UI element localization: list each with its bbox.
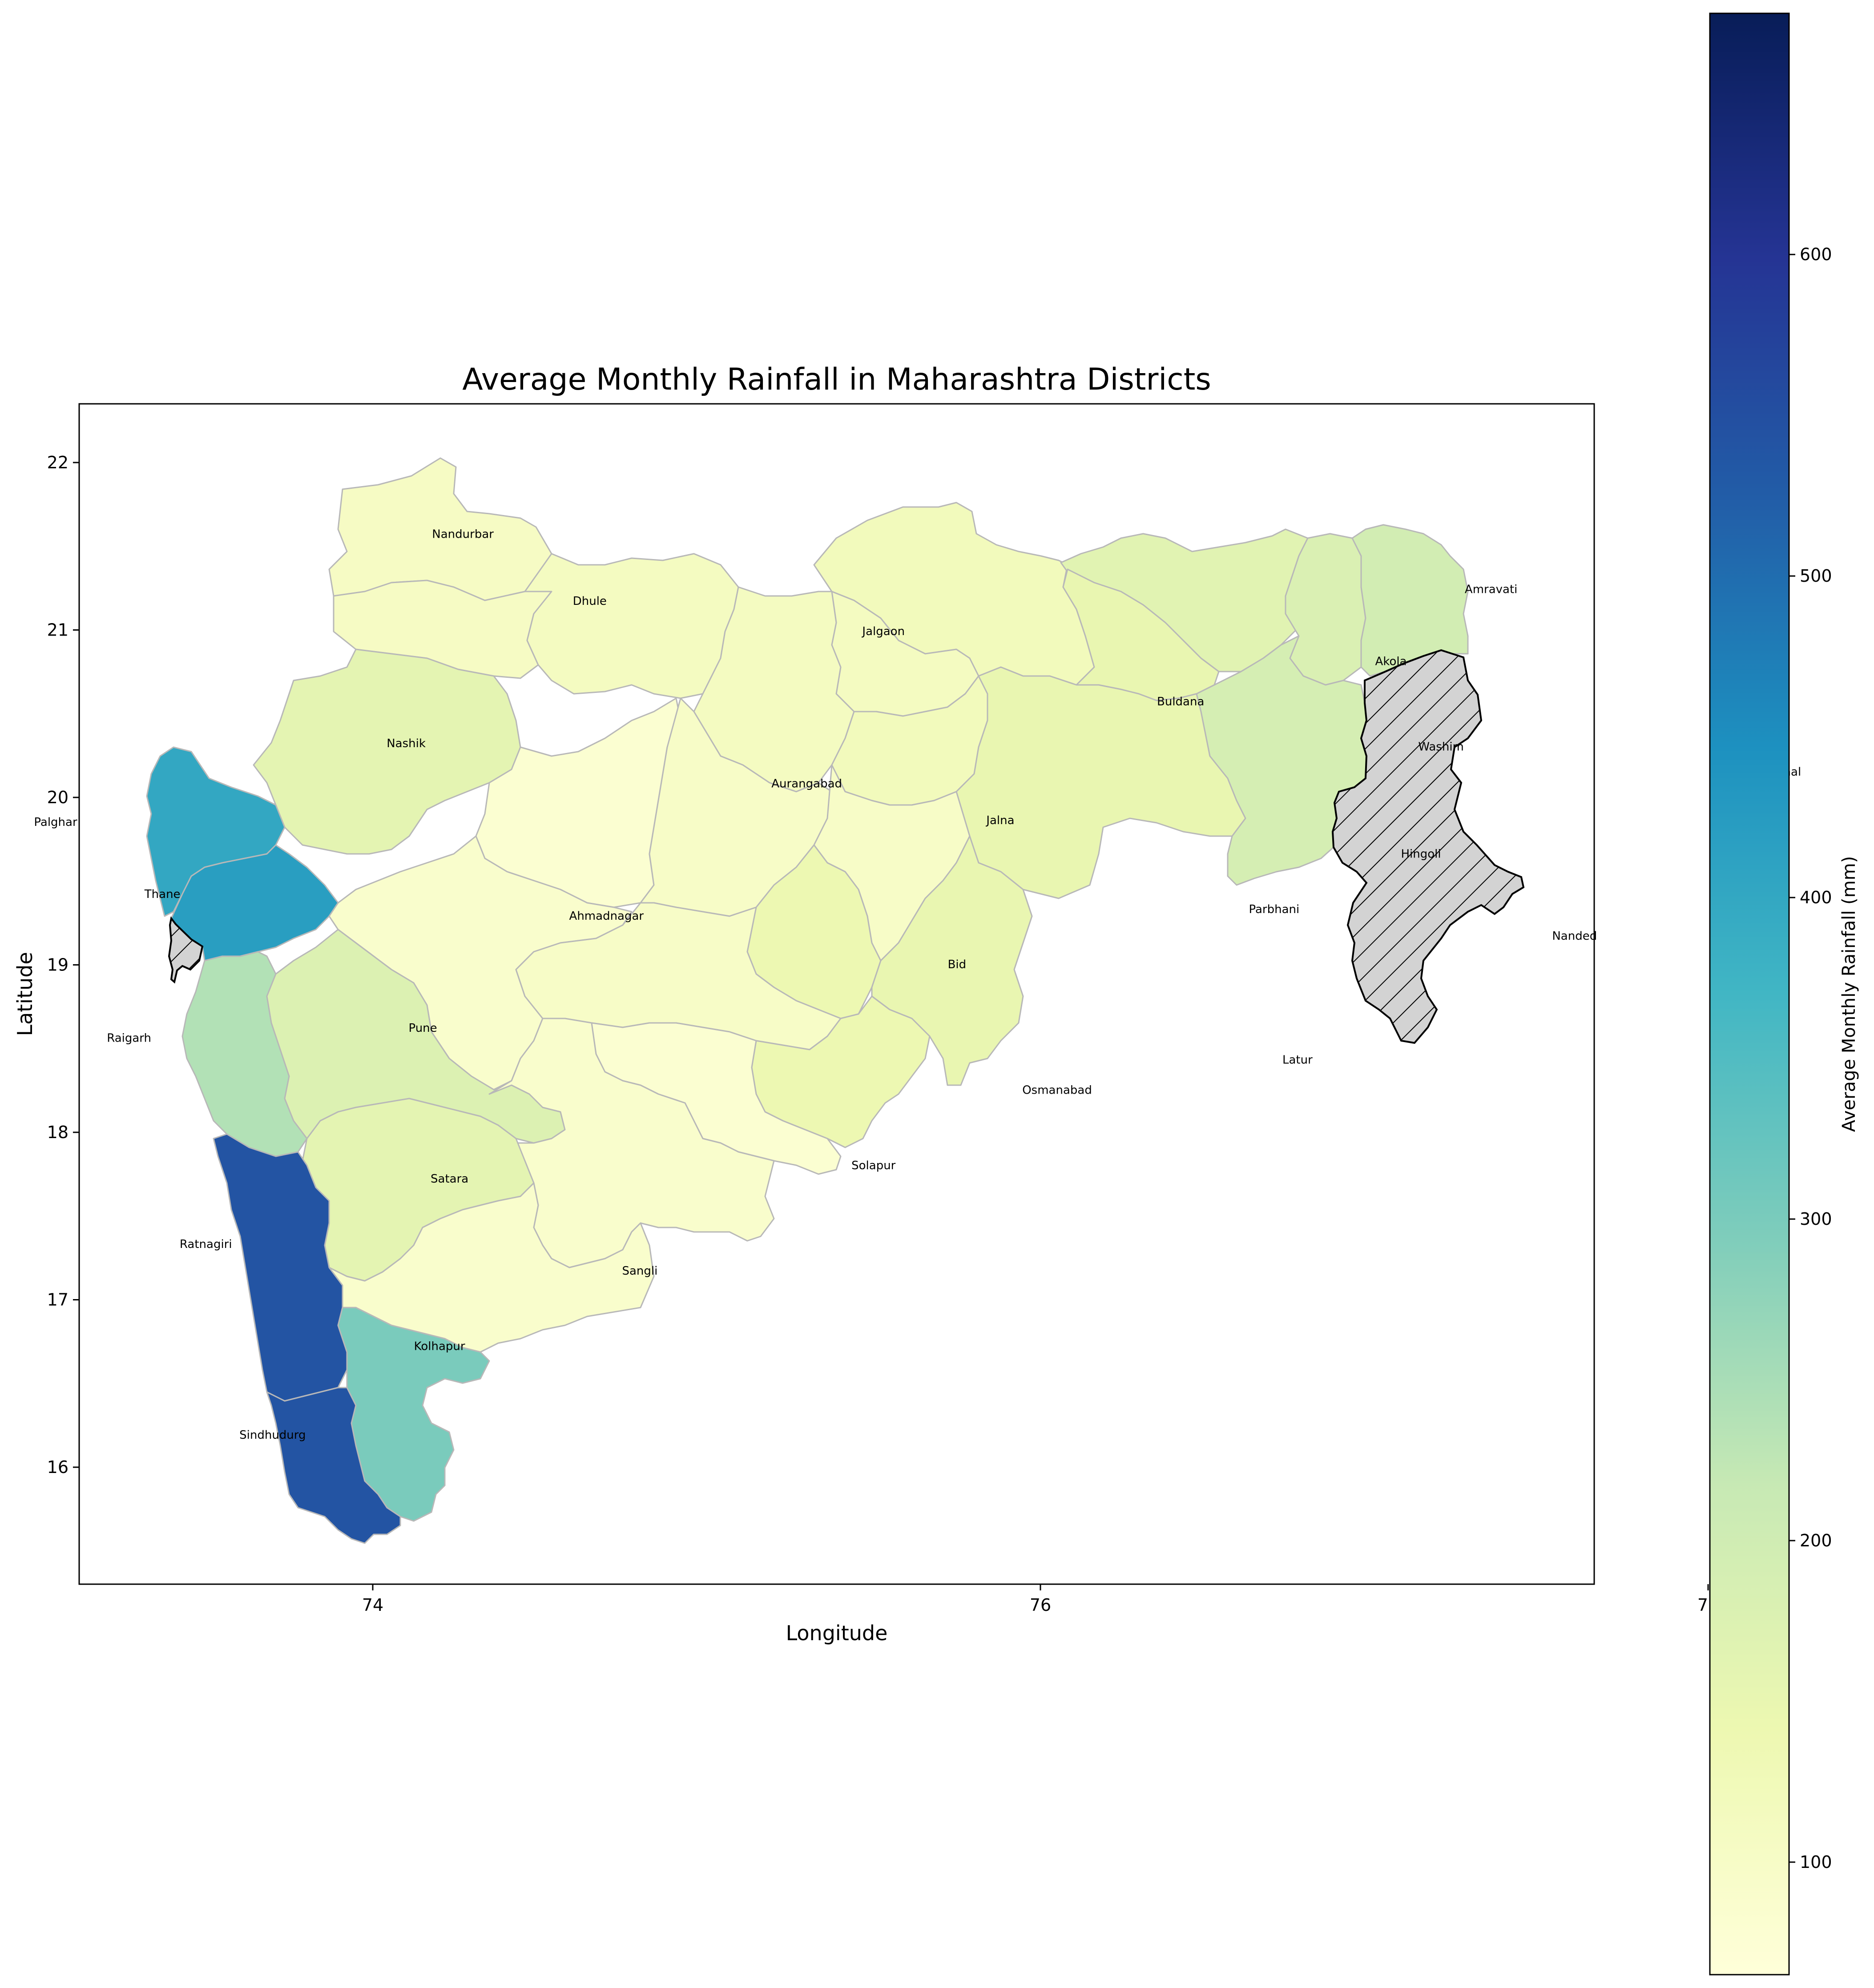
colorbar-tick-label: 200	[1800, 1531, 1832, 1550]
district-label-aurangabad: Aurangabad	[771, 777, 842, 790]
y-tick-label: 17	[47, 1290, 69, 1310]
colorbar-ticks: 100 200 300 400 500 600	[1789, 245, 1832, 1872]
colorbar-tick-label: 100	[1800, 1852, 1832, 1872]
x-tick-label: 74	[362, 1595, 383, 1615]
y-tick-label: 21	[47, 620, 69, 640]
district-label-bid: Bid	[948, 958, 967, 971]
colorbar-label: Average Monthly Rainfall (mm)	[1839, 856, 1859, 1132]
district-region-sindhudurg	[266, 1387, 401, 1544]
district-label-jalna: Jalna	[985, 814, 1014, 827]
x-axis-label: Longitude	[786, 1621, 888, 1645]
colorbar	[1709, 12, 1790, 1976]
district-label-nandurbar: Nandurbar	[432, 527, 494, 541]
y-tick-label: 16	[47, 1457, 69, 1477]
district-label-ratnagiri: Ratnagiri	[180, 1238, 232, 1251]
district-label-parbhani: Parbhani	[1249, 903, 1299, 916]
colorbar-tick-label: 500	[1800, 566, 1832, 586]
x-axis-ticks: 74767880	[362, 1584, 1719, 1615]
district-label-sindhudurg: Sindhudurg	[239, 1429, 306, 1442]
chart-title: Average Monthly Rainfall in Maharashtra …	[462, 362, 1211, 397]
district-label-raigarh: Raigarh	[107, 1032, 151, 1045]
district-label-pune: Pune	[408, 1022, 437, 1035]
district-label-dhule: Dhule	[573, 595, 607, 608]
colorbar-tick-label: 300	[1800, 1209, 1832, 1229]
y-tick-label: 20	[47, 788, 69, 807]
district-label-sangli: Sangli	[622, 1264, 657, 1278]
y-tick-label: 19	[47, 955, 69, 975]
district-region-gondiya	[1351, 524, 1469, 677]
district-label-nanded: Nanded	[1552, 930, 1597, 943]
y-axis-label: Latitude	[13, 952, 37, 1036]
district-label-akola: Akola	[1375, 655, 1407, 668]
colorbar-tick-label: 600	[1800, 245, 1832, 264]
district-label-kolhapur: Kolhapur	[414, 1340, 465, 1353]
no-data-region-mumbai	[168, 916, 204, 984]
y-tick-label: 18	[47, 1123, 69, 1142]
district-label-palghar: Palghar	[34, 816, 77, 829]
district-label-ahmadnagar: Ahmadnagar	[569, 909, 644, 923]
district-label-buldana: Buldana	[1157, 695, 1204, 708]
y-tick-label: 22	[47, 453, 69, 472]
district-label-jalgaon: Jalgaon	[861, 625, 905, 638]
district-label-osmanabad: Osmanabad	[1022, 1083, 1092, 1097]
plot-area	[78, 403, 1595, 1585]
district-regions	[146, 457, 1469, 1544]
x-tick-label: 76	[1030, 1595, 1051, 1615]
district-label-nashik: Nashik	[387, 737, 426, 750]
colorbar-tick-label: 400	[1800, 888, 1832, 907]
district-label-thane: Thane	[144, 888, 181, 901]
y-axis-ticks: 16 17 18 19 20 21 22	[47, 453, 79, 1477]
district-label-satara: Satara	[431, 1172, 468, 1186]
district-label-washim: Washim	[1418, 740, 1464, 754]
district-region-jalgaon	[524, 553, 739, 699]
no-data-region-east	[1331, 649, 1525, 1044]
district-label-latur: Latur	[1282, 1054, 1313, 1067]
district-label-hingoli: Hingoli	[1401, 848, 1441, 861]
district-label-solapur: Solapur	[851, 1159, 896, 1172]
district-label-amravati: Amravati	[1465, 583, 1517, 596]
district-region-nashik	[253, 648, 521, 855]
